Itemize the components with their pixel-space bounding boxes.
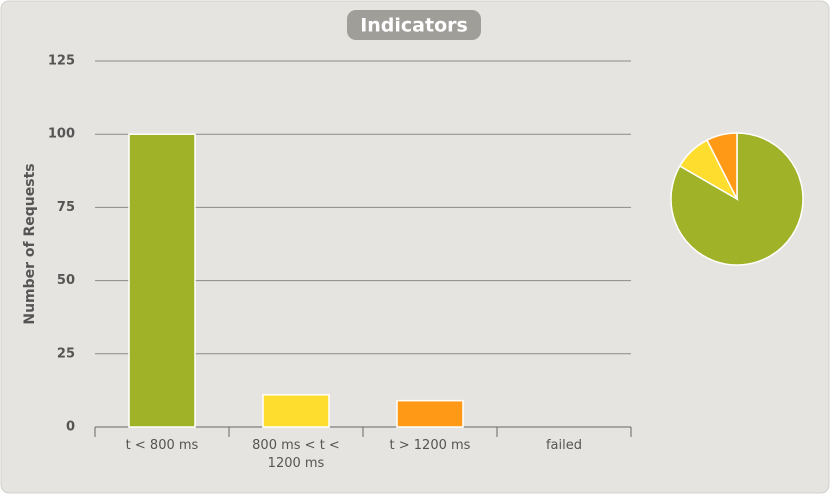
x-tick-label: failed [545, 438, 583, 453]
y-tick-label: 100 [48, 127, 75, 142]
bar [262, 394, 330, 428]
x-tick-label-box: 800 ms < t < 1200 ms [252, 438, 340, 471]
x-tick-label: t < 800 ms [125, 438, 199, 453]
y-tick-label: 0 [66, 420, 75, 435]
y-tick-label: 50 [57, 273, 75, 288]
bar [128, 133, 196, 428]
x-tick-label-box: t < 800 ms [125, 438, 199, 453]
title-pill [347, 10, 481, 40]
y-axis-label: Number of Requests [22, 163, 38, 324]
pie-slice [706, 132, 738, 200]
y-tick-label: 25 [57, 346, 75, 361]
y-tick-label: 125 [48, 54, 75, 69]
bar [396, 399, 464, 428]
x-tick-label: 800 ms < t < 1200 ms [252, 438, 340, 471]
x-tick-label-box: failed [545, 438, 583, 453]
y-tick-label: 75 [57, 200, 75, 215]
chart-title: Indicators [360, 15, 468, 37]
x-tick-label: t > 1200 ms [389, 438, 471, 453]
x-tick-label-box: t > 1200 ms [389, 438, 471, 453]
